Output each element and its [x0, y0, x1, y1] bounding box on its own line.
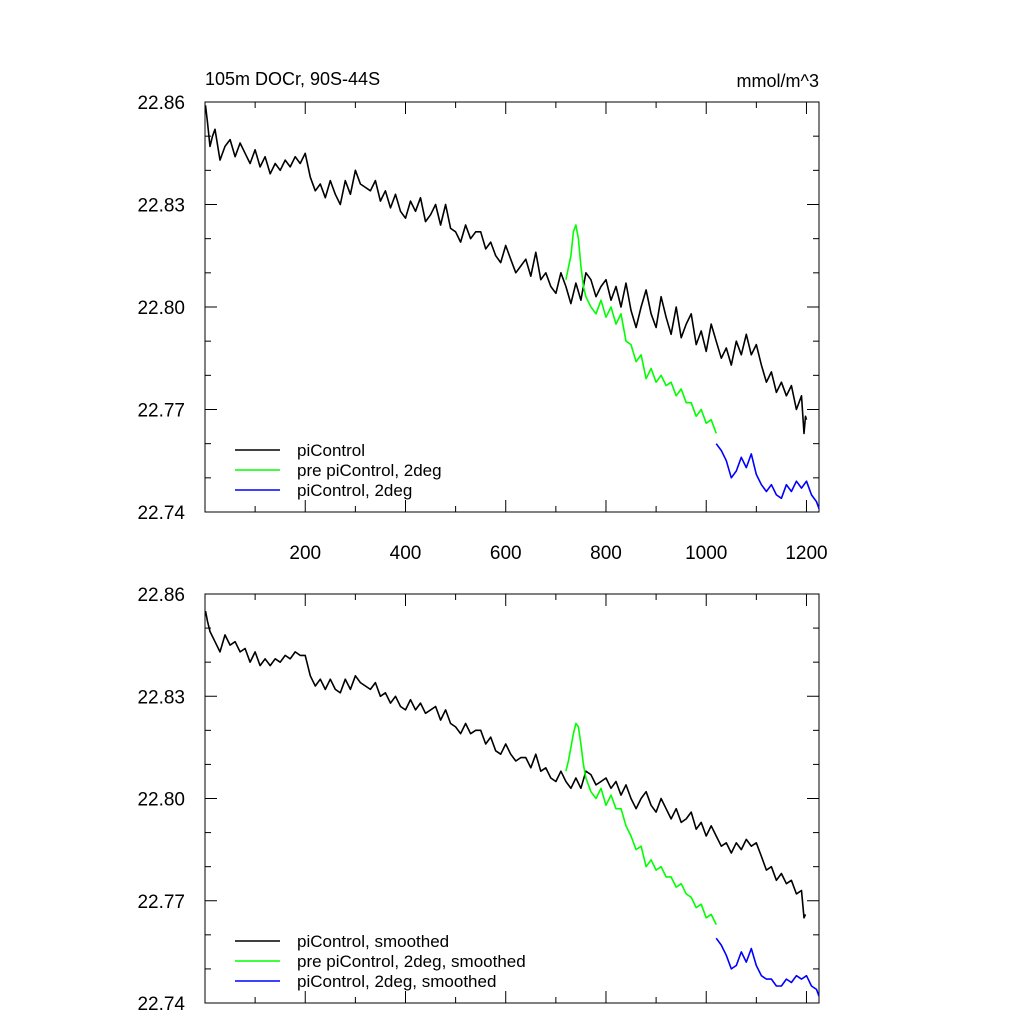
- legend-label: pre piControl, 2deg: [297, 461, 442, 480]
- legend-label: piControl: [297, 441, 365, 460]
- y-tick-label: 22.77: [137, 401, 185, 422]
- series-line-1: [204, 610, 807, 919]
- legend-label: pre piControl, 2deg, smoothed: [297, 952, 526, 971]
- legend-label: piControl, 2deg: [297, 481, 412, 500]
- y-tick-label: 22.74: [137, 503, 185, 524]
- x-tick-label: 200: [289, 543, 321, 564]
- series-line-1: [204, 105, 808, 435]
- y-tick-label: 22.80: [137, 790, 185, 811]
- legend-label: piControl, 2deg, smoothed: [297, 972, 496, 991]
- chart-panel-2: 22.74 22.77 22.80 22.83 22.86 piControl, smoo…: [137, 585, 820, 1015]
- chart-panel-1: 22.74 22.77 22.80 22.83 22.86 200 400 600 800 100…: [137, 69, 827, 564]
- x-tick-label: 1000: [685, 543, 727, 564]
- y-tick-label: 22.86: [137, 93, 185, 114]
- legend-label: piControl, smoothed: [297, 932, 449, 951]
- x-tick-label: 800: [590, 543, 622, 564]
- y-tick-label: 22.83: [137, 196, 185, 217]
- y-tick-label: 22.77: [137, 892, 185, 913]
- units-label: mmol/m^3: [737, 71, 819, 91]
- y-tick-label: 22.83: [137, 687, 185, 708]
- y-tick-label: 22.86: [137, 585, 185, 606]
- series-line-3: [715, 937, 820, 997]
- x-tick-label: 600: [490, 543, 522, 564]
- chart-title: 105m DOCr, 90S-44S: [205, 69, 380, 89]
- x-tick-label: 1200: [785, 543, 827, 564]
- series-line-2: [565, 722, 717, 925]
- y-tick-label: 22.80: [137, 298, 185, 319]
- series-line-2: [565, 224, 717, 434]
- y-tick-label: 22.74: [137, 994, 185, 1015]
- x-tick-label: 400: [390, 543, 422, 564]
- series-line-3: [715, 443, 820, 509]
